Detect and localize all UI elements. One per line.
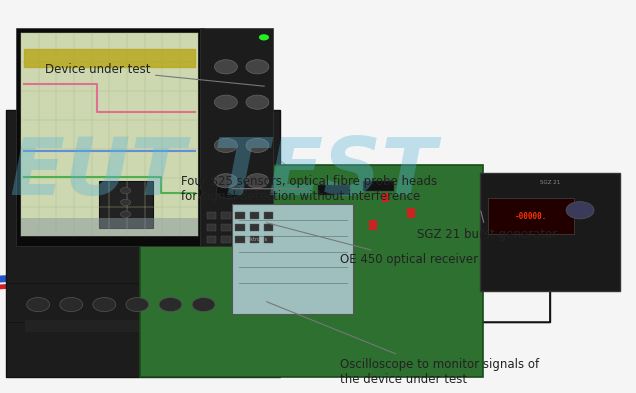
Text: Four S25 sensors, optical fibre probe heads
for signal detection without interfe: Four S25 sensors, optical fibre probe he… bbox=[181, 175, 438, 203]
Text: -00000.: -00000. bbox=[515, 212, 548, 220]
Bar bbox=[382, 193, 389, 202]
Text: OE 450 optical receiver: OE 450 optical receiver bbox=[266, 223, 478, 266]
Text: Oscilloscope to monitor signals of
the device under test: Oscilloscope to monitor signals of the d… bbox=[266, 302, 539, 386]
Circle shape bbox=[93, 298, 116, 312]
Bar bbox=[232, 204, 353, 314]
Bar bbox=[407, 208, 415, 218]
Bar bbox=[235, 224, 245, 231]
Bar bbox=[369, 220, 377, 230]
Bar bbox=[249, 212, 259, 219]
Text: EUT TEST: EUT TEST bbox=[10, 134, 436, 212]
Bar bbox=[264, 224, 273, 231]
Circle shape bbox=[192, 298, 215, 312]
Circle shape bbox=[214, 60, 237, 74]
Text: SGZ 21: SGZ 21 bbox=[540, 180, 560, 185]
Bar bbox=[99, 181, 153, 228]
Circle shape bbox=[27, 298, 50, 312]
Bar bbox=[488, 198, 574, 234]
Bar bbox=[207, 224, 216, 231]
Circle shape bbox=[246, 95, 269, 109]
Circle shape bbox=[159, 298, 182, 312]
Bar bbox=[21, 33, 198, 236]
Circle shape bbox=[259, 34, 269, 40]
Circle shape bbox=[216, 183, 242, 198]
Circle shape bbox=[121, 187, 131, 194]
Bar bbox=[221, 212, 231, 219]
Bar bbox=[207, 212, 216, 219]
Circle shape bbox=[566, 202, 594, 219]
Circle shape bbox=[126, 298, 149, 312]
Circle shape bbox=[246, 60, 269, 74]
Bar bbox=[16, 28, 204, 246]
Bar bbox=[21, 218, 198, 236]
Bar bbox=[221, 224, 231, 231]
Bar bbox=[235, 236, 245, 243]
Text: Device under test: Device under test bbox=[45, 63, 265, 86]
Circle shape bbox=[246, 174, 269, 188]
Bar bbox=[235, 212, 245, 219]
Circle shape bbox=[214, 174, 237, 188]
Bar bbox=[363, 181, 394, 191]
Bar bbox=[200, 28, 273, 246]
Circle shape bbox=[121, 199, 131, 206]
Bar bbox=[6, 283, 280, 322]
Circle shape bbox=[156, 210, 188, 230]
Bar bbox=[140, 165, 483, 377]
Bar bbox=[249, 236, 259, 243]
Circle shape bbox=[121, 211, 131, 217]
Text: SGZ 21 burst generator: SGZ 21 burst generator bbox=[417, 211, 557, 241]
Bar bbox=[249, 224, 259, 231]
Bar bbox=[6, 110, 280, 377]
Bar bbox=[480, 173, 620, 291]
Circle shape bbox=[246, 138, 269, 152]
Circle shape bbox=[214, 95, 237, 109]
Bar bbox=[264, 236, 273, 243]
Bar bbox=[221, 236, 231, 243]
Bar bbox=[318, 185, 350, 195]
Bar bbox=[25, 320, 267, 332]
Circle shape bbox=[214, 138, 237, 152]
Text: Tektronix: Tektronix bbox=[245, 237, 267, 242]
Circle shape bbox=[60, 298, 83, 312]
Circle shape bbox=[179, 185, 202, 200]
Bar bbox=[264, 212, 273, 219]
Bar bbox=[207, 236, 216, 243]
